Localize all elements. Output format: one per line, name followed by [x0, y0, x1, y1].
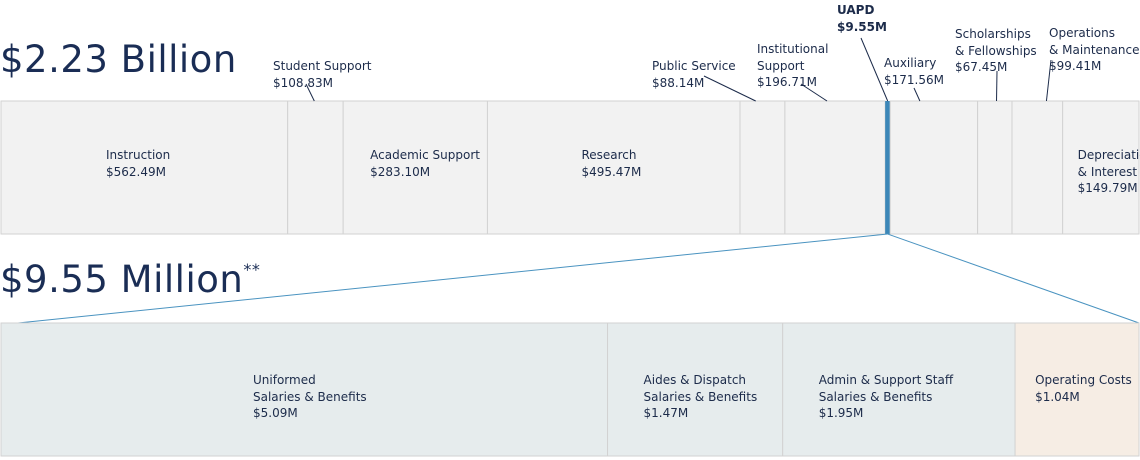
- bar-segment-depreciation: [1062, 100, 1140, 235]
- label-auxiliary: Auxiliary $171.56M: [884, 55, 944, 88]
- bar-segment-academic-support: [342, 100, 488, 235]
- leader-line-uapd: [860, 37, 889, 102]
- label-aides-name: Aides & Dispatch: [643, 373, 747, 387]
- bar-segment-aides: [607, 322, 784, 457]
- label-student-support-name: Student Support: [273, 59, 372, 73]
- label-uapd-name: UAPD: [837, 3, 875, 17]
- bar-segment-uniformed: [0, 322, 609, 457]
- label-operating-name: Operating Costs: [1035, 373, 1132, 387]
- label-admin-name: Admin & Support Staff: [818, 373, 954, 387]
- label-academic-support-value: $283.10M: [370, 164, 431, 179]
- label-depreciation-value: $149.79M: [1077, 181, 1138, 195]
- label-auxiliary-name: Auxiliary: [884, 56, 937, 70]
- label-operating: Operating Costs $1.04M: [1035, 372, 1132, 405]
- label-uniformed-name: Salaries & Benefits: [253, 389, 367, 404]
- total-budget-value: $2.23 Billion: [0, 38, 237, 81]
- zoom-line-right: [887, 233, 1140, 324]
- label-auxiliary-value: $171.56M: [884, 72, 944, 87]
- label-uapd: UAPD $9.55M: [837, 2, 887, 35]
- label-academic-support-name: Academic Support: [370, 148, 480, 162]
- leader-line-public-service: [703, 75, 756, 102]
- label-research-value: $495.47M: [581, 164, 642, 179]
- label-admin-value: $1.95M: [818, 406, 864, 420]
- label-public-service-value: $88.14M: [652, 75, 705, 90]
- bar-segment-institutional-support: [784, 100, 886, 235]
- label-operations-name: Operations: [1049, 26, 1115, 40]
- label-uniformed-name: Uniformed: [253, 373, 316, 387]
- bar-segment-public-service: [739, 100, 786, 235]
- label-aides: Aides & Dispatch Salaries & Benefits $1.47…: [644, 372, 758, 422]
- label-scholarships-value: $67.45M: [955, 60, 1008, 74]
- label-uniformed-value: $5.09M: [253, 406, 298, 420]
- zoom-line-left: [17, 233, 888, 324]
- label-depreciation-name: & Interest: [1077, 164, 1138, 179]
- leader-line-operations: [1045, 59, 1052, 102]
- bar-segment-operations: [1011, 100, 1064, 235]
- bar-segment-admin: [782, 322, 1016, 457]
- label-instruction: Instruction $562.49M: [106, 147, 170, 180]
- total-budget-title: $2.23 Billion: [0, 38, 237, 81]
- label-aides-value: $1.47M: [643, 406, 689, 420]
- label-scholarships: Scholarships & Fellowships $67.45M: [955, 26, 1037, 76]
- label-admin: Admin & Support Staff Salaries & Benefits…: [819, 372, 953, 422]
- uapd-budget-title: $9.55 Million**: [0, 258, 260, 301]
- label-institutional-support: Institutional Support $196.71M: [757, 41, 828, 91]
- label-aides-name: Salaries & Benefits: [643, 389, 758, 404]
- label-scholarships-name: & Fellowships: [955, 43, 1037, 58]
- uapd-budget-value: $9.55 Million: [0, 258, 244, 301]
- bar-segment-auxiliary: [889, 100, 979, 235]
- footnote-mark: **: [243, 260, 261, 279]
- label-public-service: Public Service $88.14M: [652, 58, 736, 91]
- leader-line-student-support: [305, 83, 315, 102]
- label-institutional-support-value: $196.71M: [757, 75, 817, 89]
- bar-segment-uapd: [885, 101, 891, 234]
- label-uniformed: Uniformed Salaries & Benefits $5.09M: [253, 372, 367, 422]
- label-scholarships-name: Scholarships: [955, 27, 1031, 41]
- label-student-support: Student Support $108.83M: [273, 58, 372, 91]
- label-academic-support: Academic Support $283.10M: [370, 147, 480, 180]
- label-uapd-value: $9.55M: [837, 19, 887, 34]
- label-instruction-value: $562.49M: [106, 164, 166, 179]
- leader-line-auxiliary: [913, 87, 921, 102]
- leader-line-institutional-support: [800, 83, 828, 102]
- label-admin-name: Salaries & Benefits: [818, 389, 933, 404]
- label-research: Research $495.47M: [581, 147, 641, 180]
- label-depreciation: Depreciation & Interest $149.79M: [1078, 147, 1140, 197]
- label-student-support-value: $108.83M: [273, 75, 333, 90]
- label-depreciation-name: Depreciation: [1077, 148, 1140, 162]
- label-instruction-name: Instruction: [106, 148, 171, 162]
- bar-segment-scholarships: [977, 100, 1013, 235]
- bar-segment-research: [486, 100, 741, 235]
- label-institutional-support-name: Institutional: [757, 42, 829, 56]
- label-operating-value: $1.04M: [1035, 389, 1080, 404]
- bar-segment-operating: [1014, 322, 1140, 457]
- bar-segment-instruction: [0, 100, 289, 235]
- label-operations: Operations & Maintenance $99.41M: [1049, 25, 1139, 75]
- bar-segment-student-support: [287, 100, 344, 235]
- label-public-service-name: Public Service: [652, 59, 736, 73]
- label-research-name: Research: [581, 148, 637, 162]
- label-operations-value: $99.41M: [1049, 59, 1102, 73]
- label-operations-name: & Maintenance: [1049, 42, 1140, 57]
- label-institutional-support-name: Support: [757, 58, 805, 73]
